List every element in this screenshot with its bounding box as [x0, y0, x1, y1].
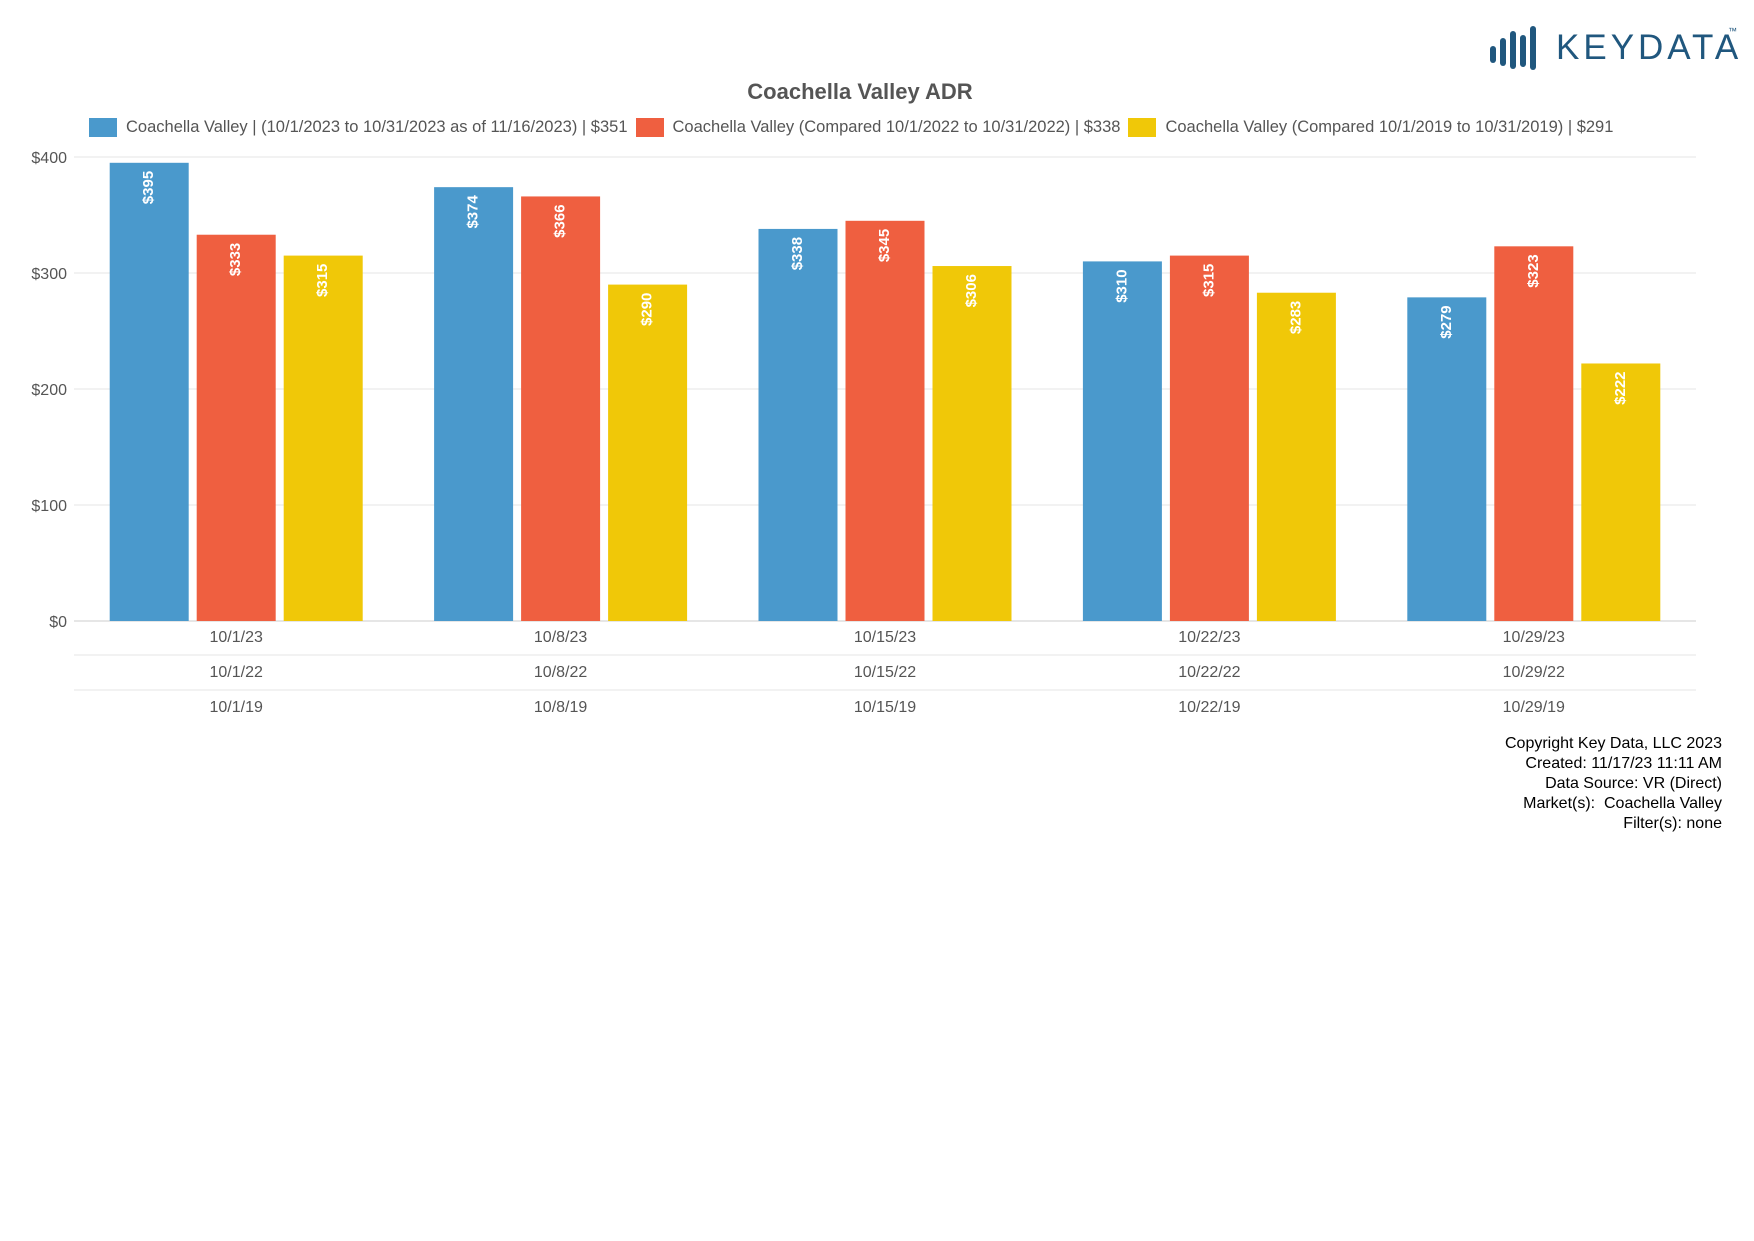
- bar: [196, 234, 276, 621]
- x-tick-label: 10/15/22: [854, 664, 916, 681]
- bar: [845, 220, 925, 622]
- logo-wordmark: KEYDATA: [1556, 28, 1743, 67]
- bar: [521, 196, 601, 621]
- bar: [932, 266, 1012, 621]
- chart-legend: Coachella Valley | (10/1/2023 to 10/31/2…: [89, 118, 1621, 137]
- legend-label-2019: Coachella Valley (Compared 10/1/2019 to …: [1165, 118, 1614, 136]
- legend-label-2022: Coachella Valley (Compared 10/1/2022 to …: [672, 118, 1121, 136]
- y-tick-label: $200: [31, 382, 67, 399]
- bar-data-label: $323: [1525, 254, 1542, 287]
- bar-data-label: $395: [140, 171, 157, 204]
- bar: [434, 187, 514, 621]
- bar-chart-logo-icon: [1490, 26, 1536, 70]
- x-tick-label: 10/1/22: [210, 664, 263, 681]
- x-tick-label: 10/15/23: [854, 629, 916, 646]
- legend-label-2023: Coachella Valley | (10/1/2023 to 10/31/2…: [126, 118, 628, 136]
- footer-filters: Filter(s): none: [1623, 815, 1722, 832]
- x-tick-label: 10/1/23: [210, 629, 263, 646]
- bar-data-label: $222: [1612, 371, 1629, 404]
- bar-data-label: $310: [1113, 269, 1130, 302]
- footer-created: Created: 11/17/23 11:11 AM: [1525, 755, 1722, 772]
- x-tick-label: 10/29/22: [1503, 664, 1565, 681]
- bar-data-label: $290: [639, 293, 656, 326]
- bar: [1581, 363, 1661, 621]
- x-tick-label: 10/29/23: [1503, 629, 1565, 646]
- bar-data-label: $315: [314, 264, 331, 297]
- bar: [109, 162, 189, 622]
- bar: [283, 255, 363, 621]
- x-tick-label: 10/22/22: [1178, 664, 1240, 681]
- legend-swatch-2023: [89, 118, 117, 137]
- report-footer: Copyright Key Data, LLC 2023 Created: 11…: [1505, 734, 1722, 834]
- bar-data-label: $374: [465, 195, 482, 229]
- x-tick-label: 10/8/19: [534, 699, 587, 716]
- y-tick-label: $300: [31, 266, 67, 283]
- bar-data-label: $345: [876, 229, 893, 262]
- footer-copyright: Copyright Key Data, LLC 2023: [1504, 735, 1722, 752]
- x-tick-label: 10/15/19: [854, 699, 916, 716]
- y-tick-label: $100: [31, 498, 67, 515]
- bar: [608, 284, 688, 621]
- bar: [1256, 292, 1336, 621]
- bar-data-label: $283: [1287, 301, 1304, 334]
- legend-item-2023[interactable]: Coachella Valley | (10/1/2023 to 10/31/2…: [89, 118, 628, 137]
- footer-data-source: Data Source: VR (Direct): [1545, 775, 1722, 792]
- x-tick-label: 10/22/19: [1178, 699, 1240, 716]
- bar: [1407, 297, 1487, 621]
- y-tick-label: $0: [49, 614, 67, 631]
- x-tick-label: 10/8/22: [534, 664, 587, 681]
- bar-data-label: $315: [1200, 264, 1217, 297]
- adr-bar-chart: $0 $100 $200 $300 $400 $395 $333 $315 10/1/23 10/…: [31, 150, 1696, 716]
- footer-markets: Market(s): Coachella Valley: [1523, 795, 1722, 812]
- keydata-logo: KEYDATA ™: [1490, 22, 1740, 72]
- bar-data-label: $366: [552, 204, 569, 237]
- legend-item-2022[interactable]: Coachella Valley (Compared 10/1/2022 to …: [635, 118, 1121, 137]
- bar-data-label: $333: [227, 243, 244, 276]
- bar: [1169, 255, 1249, 621]
- bar: [758, 228, 838, 622]
- x-tick-label: 10/1/19: [210, 699, 263, 716]
- bar: [1082, 261, 1162, 621]
- bar: [1494, 246, 1574, 621]
- logo-trademark: ™: [1728, 26, 1737, 36]
- y-tick-label: $400: [31, 150, 67, 167]
- bar-data-label: $338: [789, 237, 806, 270]
- legend-item-2019[interactable]: Coachella Valley (Compared 10/1/2019 to …: [1128, 118, 1613, 137]
- x-tick-label: 10/22/23: [1178, 629, 1240, 646]
- bar-data-label: $279: [1438, 305, 1455, 338]
- legend-swatch-2022: [635, 118, 664, 137]
- bar-data-label: $306: [963, 274, 980, 307]
- chart-title: Coachella Valley ADR: [747, 79, 973, 104]
- x-tick-label: 10/29/19: [1503, 699, 1565, 716]
- x-tick-label: 10/8/23: [534, 629, 587, 646]
- legend-swatch-2019: [1128, 118, 1157, 137]
